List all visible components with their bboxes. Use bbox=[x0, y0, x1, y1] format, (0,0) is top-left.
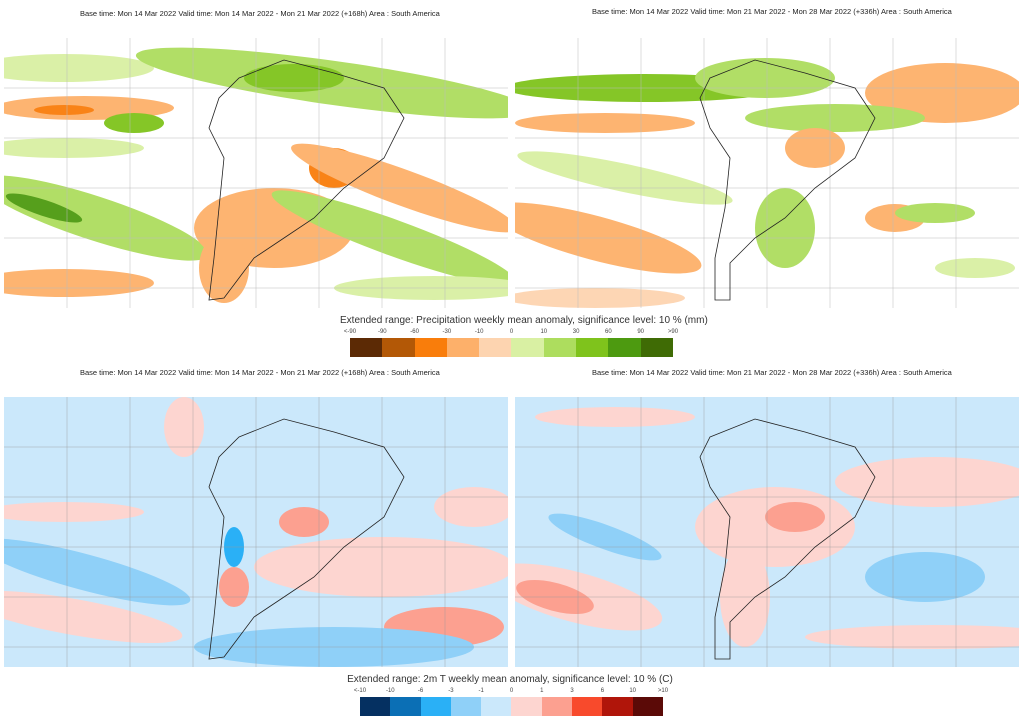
colorbar-swatch bbox=[479, 338, 512, 357]
colorbar-swatch bbox=[541, 697, 573, 716]
precip-map-week1 bbox=[4, 38, 508, 308]
precip-colorbar bbox=[350, 338, 673, 357]
colorbar-tick-label: >10 bbox=[657, 688, 669, 694]
colorbar-tick-label: >90 bbox=[667, 329, 679, 335]
colorbar-tick-label: 30 bbox=[572, 329, 580, 335]
colorbar-tick-label: <-90 bbox=[343, 329, 357, 335]
colorbar-swatch bbox=[511, 338, 544, 357]
colorbar-swatch bbox=[446, 338, 480, 357]
colorbar-tick-label: 10 bbox=[540, 329, 548, 335]
precip-left-header: Base time: Mon 14 Mar 2022 Valid time: M… bbox=[80, 9, 440, 18]
precip-legend-ticks: <-90 -90 -60 -30 -10 0 10 30 60 90 >90 bbox=[344, 329, 678, 339]
colorbar-swatch bbox=[450, 697, 482, 716]
colorbar-swatch bbox=[572, 697, 603, 716]
colorbar-tick-label: -10 bbox=[474, 329, 484, 335]
colorbar-swatch bbox=[350, 338, 383, 357]
precip-map-week2 bbox=[515, 38, 1019, 308]
colorbar-tick-label: -90 bbox=[377, 329, 387, 335]
colorbar-tick-label: 6 bbox=[600, 688, 605, 694]
colorbar-tick-label: -60 bbox=[410, 329, 419, 335]
temp-right-header: Base time: Mon 14 Mar 2022 Valid time: M… bbox=[592, 368, 952, 377]
colorbar-swatch bbox=[608, 338, 641, 357]
precip-legend-title: Extended range: Precipitation weekly mea… bbox=[340, 315, 708, 326]
colorbar-swatch bbox=[576, 338, 609, 357]
colorbar-swatch bbox=[602, 697, 633, 716]
colorbar-tick-label: <-10 bbox=[353, 688, 367, 694]
colorbar-tick-label: 0 bbox=[509, 329, 514, 335]
colorbar-tick-label: 90 bbox=[637, 329, 645, 335]
temp-left-header: Base time: Mon 14 Mar 2022 Valid time: M… bbox=[80, 368, 440, 377]
colorbar-swatch bbox=[390, 697, 421, 716]
colorbar-tick-label: 60 bbox=[605, 329, 612, 335]
colorbar-swatch bbox=[632, 697, 663, 716]
colorbar-swatch bbox=[511, 697, 542, 716]
colorbar-tick-label: 3 bbox=[570, 688, 574, 694]
colorbar-swatch bbox=[360, 697, 391, 716]
colorbar-swatch bbox=[382, 338, 415, 357]
colorbar-swatch bbox=[543, 338, 577, 357]
colorbar-swatch bbox=[414, 338, 447, 357]
colorbar-tick-label: -3 bbox=[448, 688, 454, 694]
temp-colorbar bbox=[360, 697, 663, 716]
colorbar-tick-label: -10 bbox=[385, 688, 395, 694]
colorbar-swatch bbox=[481, 697, 512, 716]
temp-map-week1 bbox=[4, 397, 508, 667]
colorbar-swatch bbox=[640, 338, 673, 357]
temp-legend-ticks: <-10 -10 -6 -3 -1 0 1 3 6 10 >10 bbox=[354, 688, 668, 698]
colorbar-tick-label: -30 bbox=[442, 329, 452, 335]
colorbar-tick-label: -1 bbox=[478, 688, 484, 694]
temp-map-week2 bbox=[515, 397, 1019, 667]
colorbar-tick-label: 10 bbox=[629, 688, 637, 694]
colorbar-swatch bbox=[420, 697, 451, 716]
colorbar-tick-label: -6 bbox=[417, 688, 424, 694]
colorbar-tick-label: 1 bbox=[540, 688, 544, 694]
colorbar-tick-label: 0 bbox=[509, 688, 514, 694]
temp-legend-title: Extended range: 2m T weekly mean anomaly… bbox=[347, 674, 673, 685]
precip-right-header: Base time: Mon 14 Mar 2022 Valid time: M… bbox=[592, 7, 952, 16]
